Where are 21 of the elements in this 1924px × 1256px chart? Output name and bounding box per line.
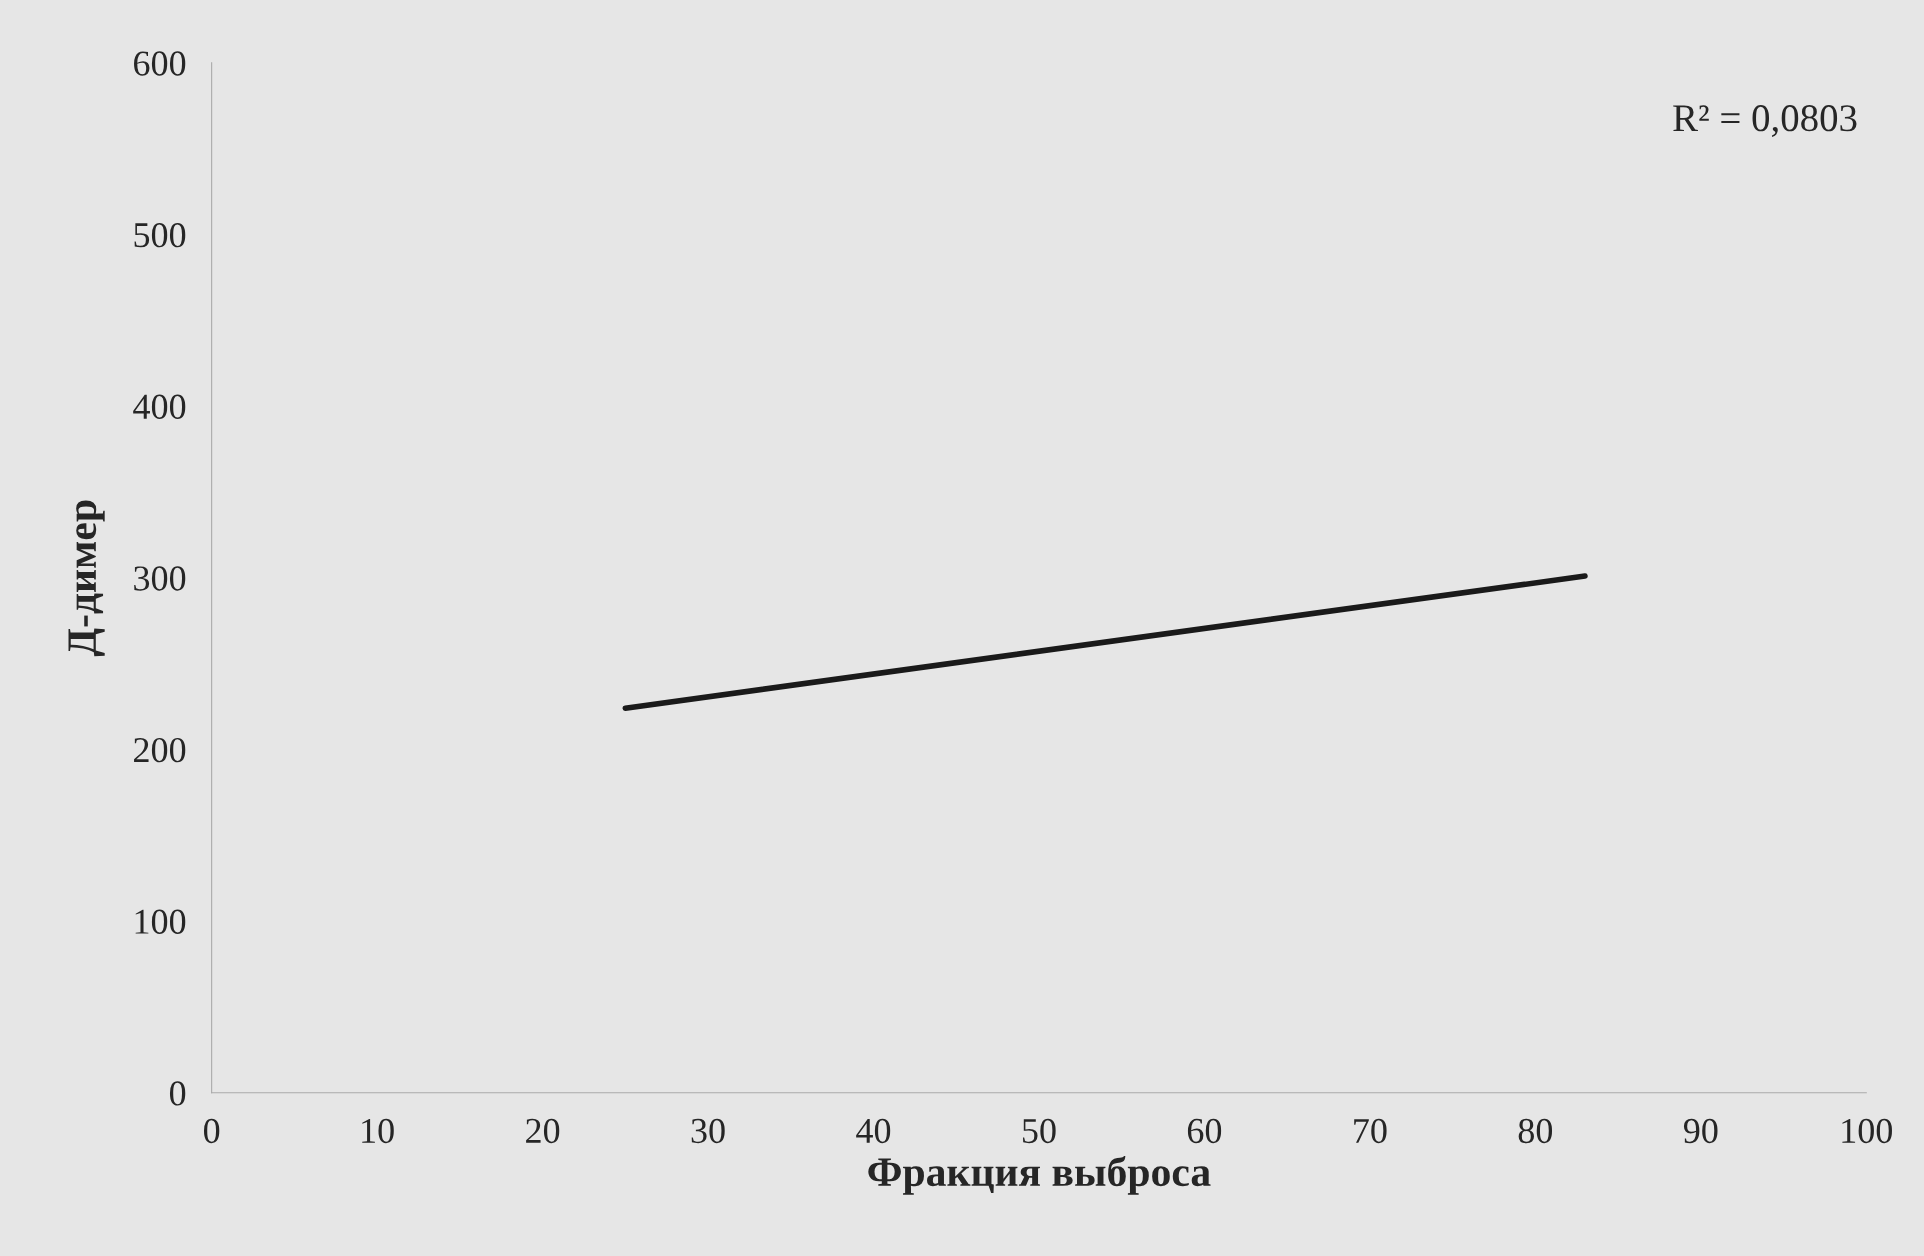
y-tick-label: 400	[133, 394, 186, 419]
x-tick-label: 80	[1518, 1118, 1553, 1144]
y-tick-label: 100	[135, 909, 186, 934]
y-tick-label: 0	[169, 1081, 186, 1106]
x-tick-label: 50	[1023, 1118, 1056, 1144]
y-axis-title: Д-димер	[68, 500, 105, 657]
y-tick-label: 600	[134, 51, 186, 76]
x-tick-label: 40	[856, 1118, 891, 1144]
y-tick-label: 500	[134, 222, 186, 248]
x-tick-label: 100	[1842, 1118, 1892, 1144]
y-tick-label: 200	[134, 737, 186, 763]
x-tick-label: 10	[362, 1118, 394, 1144]
x-tick-label: 70	[1354, 1118, 1387, 1144]
x-tick-label: 0	[203, 1118, 220, 1144]
annotation: R² = 0,0803	[1673, 105, 1857, 137]
x-tick-label: 20	[526, 1118, 560, 1144]
x-tick-label: 90	[1683, 1118, 1718, 1144]
y-tick-label: 300	[134, 566, 186, 591]
x-axis-title: Фракция выброса	[868, 1156, 1211, 1195]
x-tick-label: 60	[1187, 1118, 1222, 1144]
x-tick-label: 30	[691, 1118, 725, 1144]
